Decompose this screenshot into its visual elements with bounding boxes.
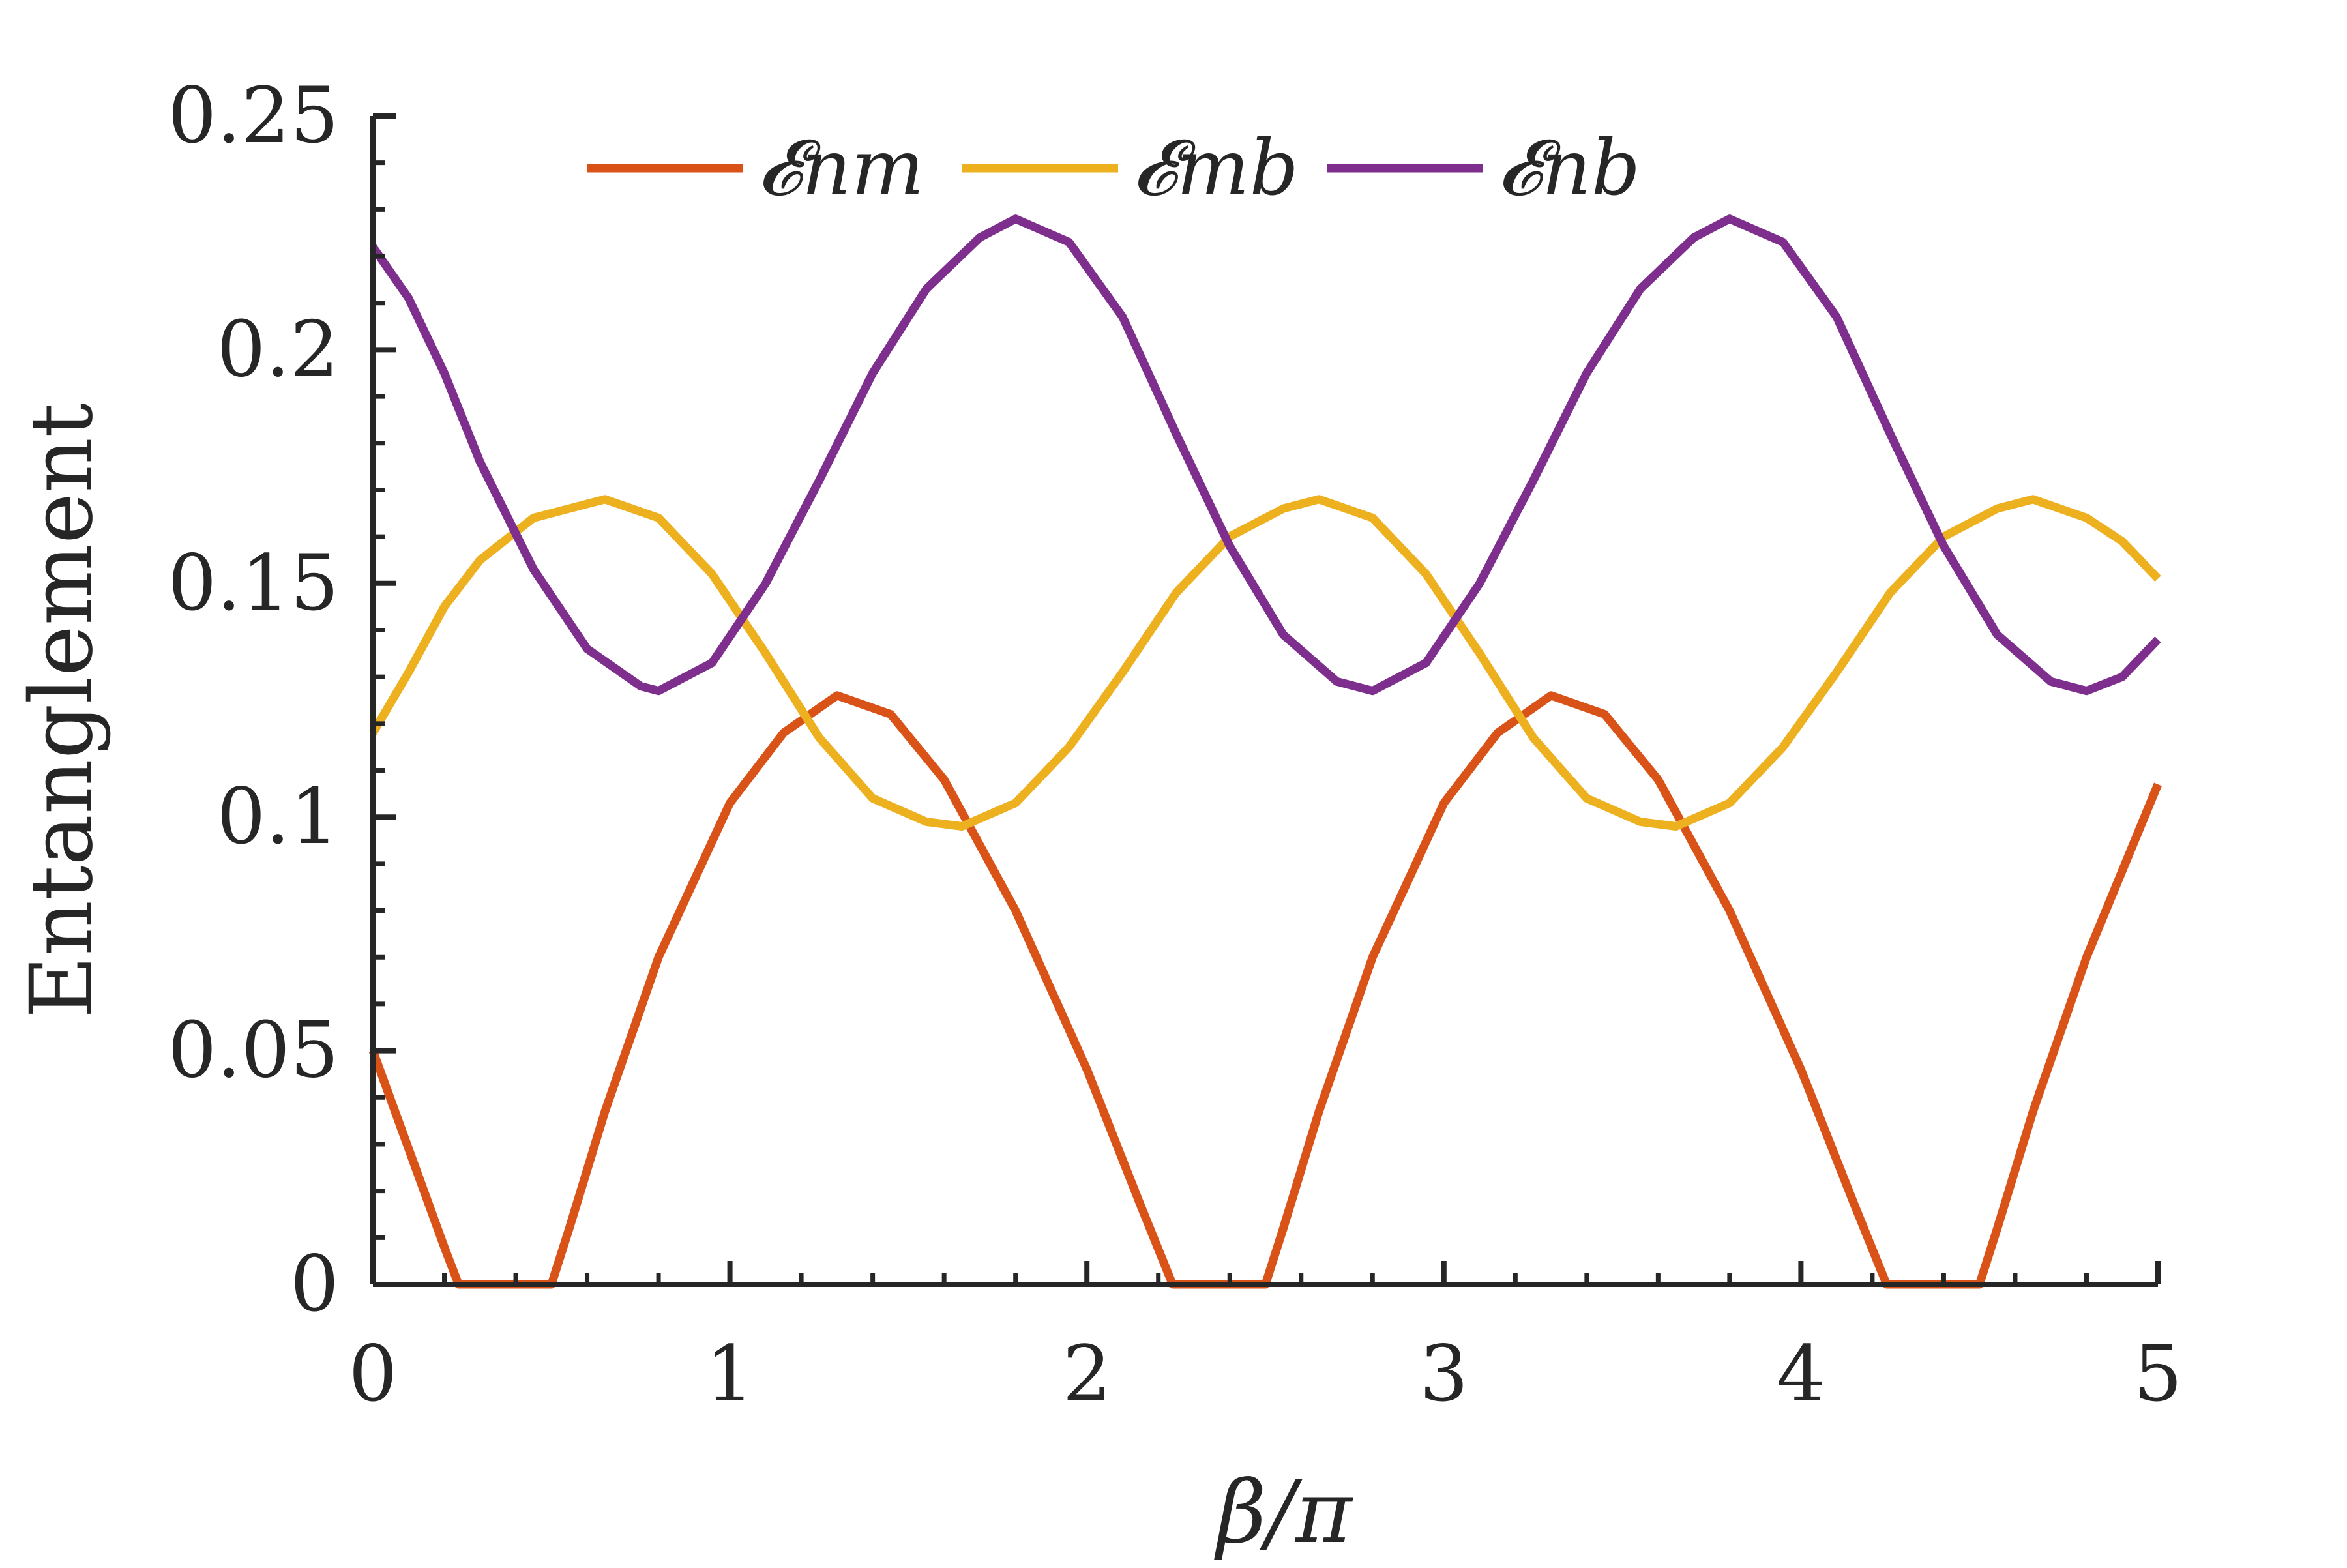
y-tick-label: 0.25 <box>168 70 339 160</box>
legend: 𝓔nm 𝓔mb 𝓔nb <box>587 123 1640 213</box>
y-tick-label: 0.2 <box>216 304 339 394</box>
x-tick-label: 0 <box>348 1329 397 1419</box>
x-tick-label: 2 <box>1063 1329 1112 1419</box>
y-tick-label: 0 <box>290 1239 339 1329</box>
x-tick-label: 5 <box>2133 1329 2182 1419</box>
y-axis-title: Entanglement <box>12 403 112 1018</box>
series-layer <box>368 214 2162 1289</box>
y-tick-label: 0.1 <box>216 771 339 861</box>
series-line-2 <box>369 495 2161 831</box>
legend-label-1: 𝓔nm <box>758 123 924 213</box>
y-tick-label: 0.05 <box>168 1005 339 1095</box>
series-line-3 <box>369 214 2161 696</box>
x-tick-label: 3 <box>1419 1329 1468 1419</box>
x-axis-title: β/π <box>1213 1462 1353 1563</box>
legend-label-2: 𝓔mb <box>1132 123 1299 213</box>
tick-labels: 0 0.05 0.1 0.15 0.2 0.25 0 1 2 3 4 5 <box>168 70 2182 1419</box>
x-tick-label: 1 <box>705 1329 754 1419</box>
legend-label-3: 𝓔nb <box>1498 123 1640 213</box>
axes <box>370 113 2161 1287</box>
x-tick-label: 4 <box>1777 1329 1825 1419</box>
series-line-1 <box>368 691 2162 1289</box>
y-tick-label: 0.15 <box>168 538 339 628</box>
